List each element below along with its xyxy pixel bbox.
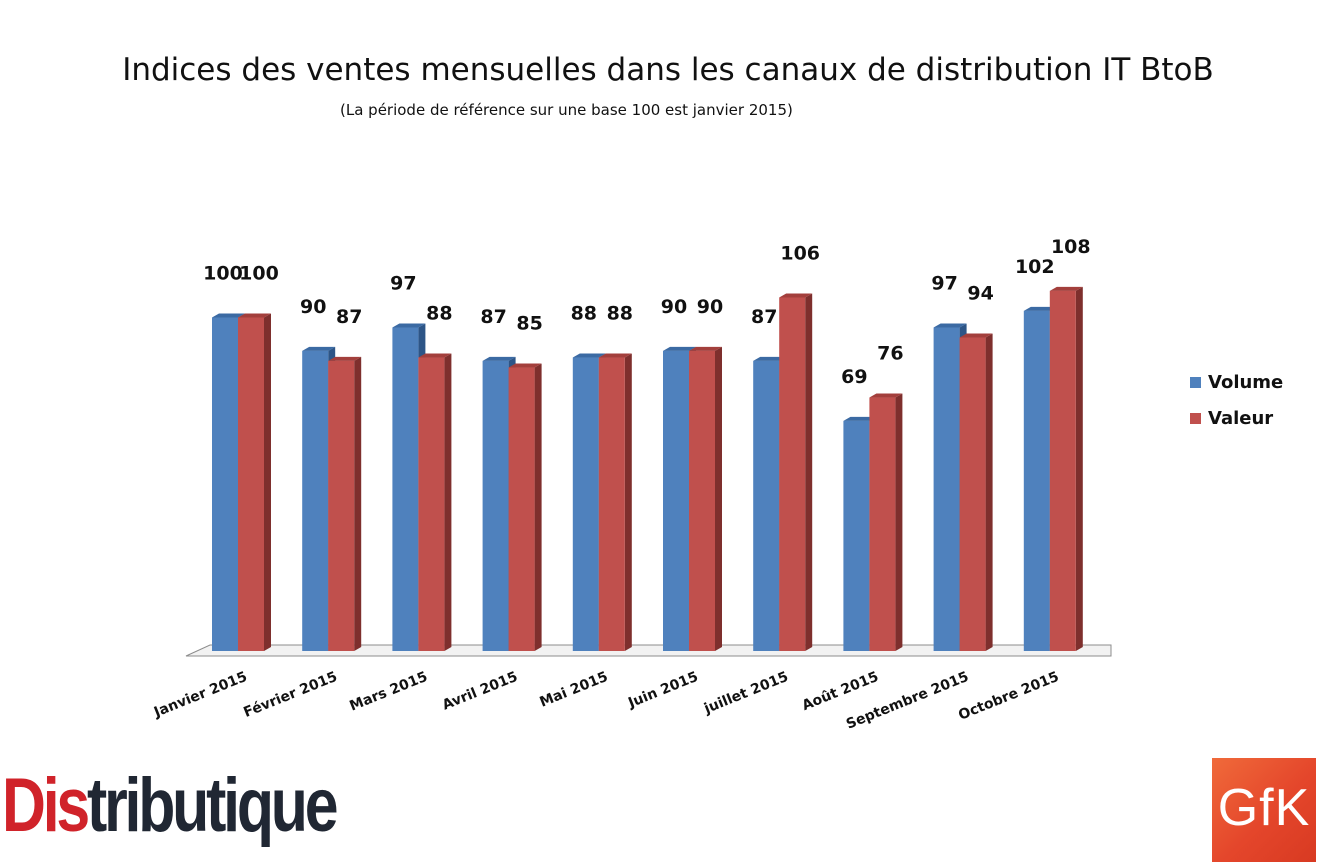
bar-valeur-9-side	[1075, 286, 1083, 651]
bar-valeur-7-top	[869, 393, 903, 398]
data-label-valeur-3: 85	[516, 313, 542, 335]
data-label-valeur-9: 108	[1051, 236, 1091, 258]
bar-volume-2	[392, 327, 419, 651]
bar-volume-1	[302, 350, 329, 651]
bar-volume-9-top	[1023, 306, 1057, 311]
chart-subtitle: (La période de référence sur une base 10…	[340, 101, 793, 119]
data-label-valeur-7: 76	[877, 343, 903, 365]
legend-label-valeur: Valeur	[1208, 407, 1274, 429]
data-label-valeur-8: 94	[967, 283, 993, 305]
bar-volume-2-top	[392, 323, 426, 328]
data-label-valeur-2: 88	[426, 303, 452, 325]
legend-item-volume: Volume	[1190, 364, 1283, 400]
data-label-valeur-6: 106	[780, 242, 820, 264]
bar-valeur-8-side	[985, 333, 993, 651]
bar-volume-8	[933, 327, 960, 651]
data-label-volume-4: 88	[571, 303, 597, 325]
bar-valeur-3	[508, 367, 535, 651]
chart-title: Indices des ventes mensuelles dans les c…	[122, 52, 1214, 88]
bar-valeur-7-side	[895, 393, 903, 651]
bar-valeur-7	[869, 397, 896, 651]
bar-valeur-5-side	[715, 346, 722, 651]
bar-volume-1-top	[302, 346, 336, 351]
data-label-volume-7: 69	[841, 366, 867, 388]
x-tick-label-3: Avril 2015	[440, 669, 520, 714]
data-label-valeur-4: 88	[607, 303, 633, 325]
legend-swatch-volume	[1190, 376, 1201, 388]
bar-volume-6	[753, 360, 780, 651]
bar-valeur-5	[689, 350, 715, 651]
data-label-volume-1: 90	[300, 296, 326, 318]
bar-valeur-5-top	[689, 346, 722, 351]
bar-volume-4	[572, 357, 599, 651]
bar-valeur-2-top	[418, 353, 452, 358]
bar-valeur-0-side	[264, 313, 271, 651]
bar-volume-0	[212, 317, 238, 651]
bar-valeur-6-top	[779, 293, 813, 298]
legend-label-volume: Volume	[1208, 371, 1284, 393]
bar-valeur-9-top	[1049, 286, 1083, 291]
bar-valeur-1-top	[328, 356, 362, 361]
bar-volume-9	[1023, 310, 1050, 651]
data-label-volume-9: 102	[1015, 256, 1055, 278]
bar-valeur-1-side	[354, 356, 362, 651]
bar-valeur-6-side	[805, 293, 813, 651]
bar-valeur-6	[779, 297, 806, 651]
bar-valeur-4	[598, 357, 625, 651]
bar-valeur-8	[959, 337, 986, 651]
x-tick-label-2: Mars 2015	[347, 669, 429, 715]
bar-volume-4-top	[572, 353, 606, 358]
data-label-valeur-1: 87	[336, 306, 362, 328]
bar-valeur-0	[238, 317, 264, 651]
bar-valeur-4-side	[624, 353, 632, 651]
x-tick-label-1: Février 2015	[241, 669, 339, 721]
bar-volume-8-top	[933, 323, 967, 328]
data-label-volume-2: 97	[390, 273, 416, 295]
distributique-logo: Distributique	[2, 763, 339, 848]
x-tick-label-5: Juin 2015	[625, 669, 700, 712]
x-tick-label-0: Janvier 2015	[151, 669, 250, 721]
bar-valeur-4-top	[598, 353, 632, 358]
bar-valeur-2-side	[444, 353, 452, 651]
legend-item-valeur: Valeur	[1190, 400, 1283, 436]
data-label-volume-6: 87	[751, 306, 777, 328]
bar-volume-5-top	[663, 346, 696, 351]
gfk-logo-text: GfK	[1217, 779, 1311, 837]
x-tick-label-9: Octobre 2015	[956, 669, 1061, 724]
bar-valeur-0-top	[238, 313, 271, 318]
bar-volume-3-top	[482, 356, 516, 361]
bar-valeur-9	[1049, 290, 1076, 651]
data-label-valeur-5: 90	[697, 296, 723, 318]
bar-volume-3	[482, 360, 509, 651]
data-label-volume-5: 90	[661, 296, 687, 318]
legend-swatch-valeur	[1190, 412, 1201, 424]
bar-volume-7	[843, 420, 870, 651]
data-label-valeur-0: 100	[239, 263, 279, 285]
bar-volume-6-top	[753, 356, 787, 361]
gfk-logo: GfK	[1212, 758, 1316, 862]
bar-valeur-8-top	[959, 333, 993, 338]
x-tick-label-4: Mai 2015	[538, 669, 611, 711]
bar-valeur-1	[328, 360, 355, 651]
data-label-volume-3: 87	[480, 306, 506, 328]
bar-volume-5	[663, 350, 689, 651]
bar-valeur-3-side	[534, 363, 542, 651]
data-label-volume-0: 100	[203, 263, 243, 285]
chart-legend: Volume Valeur	[1190, 364, 1283, 436]
bar-volume-7-top	[843, 416, 877, 421]
bar-valeur-3-top	[508, 363, 542, 368]
x-tick-label-6: juillet 2015	[701, 669, 791, 718]
data-label-volume-8: 97	[931, 273, 957, 295]
bar-volume-0-top	[212, 313, 245, 318]
bar-valeur-2	[418, 357, 445, 651]
